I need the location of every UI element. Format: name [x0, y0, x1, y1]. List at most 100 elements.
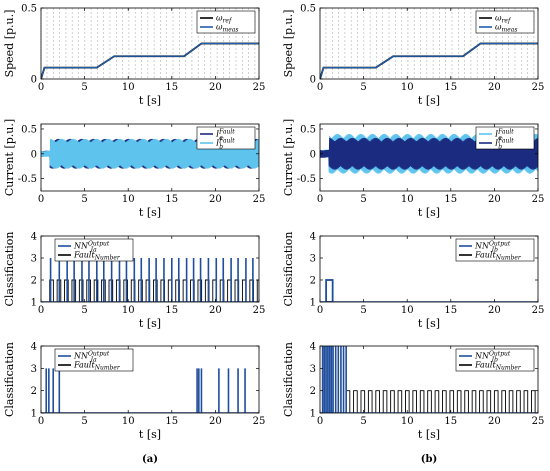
y-axis-label: Speed [p.u.] — [3, 10, 16, 78]
x-tick-label: 25 — [253, 82, 266, 93]
axes-frame — [319, 235, 539, 303]
x-tick-label: 20 — [209, 194, 222, 205]
legend-label-part: NN — [474, 242, 490, 251]
y-tick-label: 1 — [31, 298, 37, 309]
legend-label: ωref — [495, 14, 512, 25]
legend-label-part: Output — [88, 241, 110, 248]
x-axis-label: t [s] — [418, 428, 440, 441]
legend-label-part: Fault — [73, 251, 95, 260]
legend-label-part: Ib — [491, 247, 498, 254]
x-axis-label: t [s] — [418, 94, 440, 107]
y-tick-label: 3 — [310, 254, 316, 265]
legend-label-part: NN — [73, 352, 89, 361]
series-line — [41, 42, 259, 79]
legend-label-part: ω — [495, 23, 502, 32]
chart-b-class-1: 0 5 10 15 20 25 1 2 3 4 t [s] Classification NNOutpu… — [282, 231, 544, 330]
x-tick-label: 0 — [38, 82, 44, 93]
x-tick-label: 0 — [38, 305, 44, 316]
legend-label-part: a — [219, 135, 223, 142]
x-tick-label: 5 — [81, 194, 87, 205]
legend-label-part: a — [498, 135, 502, 142]
legend-label: FaultNumber — [73, 251, 121, 262]
legend-label: NNOutput Ib — [474, 241, 511, 254]
legend-label-part: Fault — [73, 361, 95, 370]
legend-label: ωref — [216, 14, 233, 25]
x-tick-label: 25 — [532, 416, 545, 427]
x-tick-label: 25 — [532, 194, 545, 205]
plot-content — [320, 279, 538, 302]
x-tick-label: 15 — [444, 416, 457, 427]
x-tick-label: 20 — [209, 305, 222, 316]
panel-label: (a) — [142, 454, 158, 465]
chart-a-class-1: 0 5 10 15 20 25 1 2 3 4 t [s] Classification NNOutpu… — [3, 231, 265, 330]
y-tick-label: 4 — [31, 232, 37, 243]
legend-label-part: Fault — [218, 138, 235, 145]
chart-a-current: 0 5 10 15 20 25-0.500.5t [s]Current [p.u.] IFa… — [3, 119, 265, 219]
x-tick-label: 15 — [165, 82, 178, 93]
y-tick-label: -0.5 — [18, 174, 37, 185]
nn-output-trace — [41, 368, 259, 413]
chart-b-class-2: 0 5 10 15 20 25 1 2 3 4 t [s] Classification NNOutpu… — [282, 342, 544, 442]
y-tick-label: 2 — [31, 276, 37, 287]
axes-frame — [319, 345, 539, 414]
x-tick-label: 25 — [532, 305, 545, 316]
x-tick-label: 10 — [401, 305, 414, 316]
legend-label-part: ω — [495, 14, 502, 23]
x-axis-label: t [s] — [418, 206, 440, 219]
x-axis-label: t [s] — [139, 206, 161, 219]
plot-content — [41, 258, 259, 302]
legend-label-part: Fault — [474, 361, 496, 370]
x-axis-label: t [s] — [418, 317, 440, 330]
y-tick-label: 1 — [310, 409, 316, 420]
y-tick-label: 2 — [310, 276, 316, 287]
legend-label-part: Number — [94, 255, 121, 262]
legend-label-part: Ib — [491, 357, 498, 364]
x-tick-label: 5 — [360, 305, 366, 316]
x-tick-label: 0 — [317, 305, 323, 316]
x-tick-label: 10 — [401, 82, 414, 93]
legend-label-part: Ia — [90, 357, 97, 364]
legend-label-part: Fault — [218, 129, 235, 136]
legend-label: ωmeas — [216, 23, 238, 34]
legend-label-part: b — [498, 144, 502, 151]
x-tick-label: 15 — [444, 194, 457, 205]
x-tick-label: 5 — [81, 82, 87, 93]
x-tick-label: 10 — [401, 194, 414, 205]
x-tick-label: 10 — [401, 416, 414, 427]
x-tick-label: 5 — [81, 416, 87, 427]
legend-label-part: I — [215, 139, 220, 148]
y-axis-label: Speed [p.u.] — [282, 10, 295, 78]
legend-label-part: ref — [223, 18, 233, 25]
y-tick-label: 0 — [31, 75, 37, 86]
y-axis-label: Classification — [3, 231, 16, 306]
y-tick-label: 4 — [31, 342, 37, 353]
x-tick-label: 5 — [360, 194, 366, 205]
y-axis-label: Classification — [282, 231, 295, 306]
x-tick-label: 5 — [360, 416, 366, 427]
legend-label: FaultNumber — [474, 251, 522, 262]
axes-frame — [40, 345, 260, 414]
legend-label: IFault b — [215, 138, 235, 151]
legend-label-part: Number — [495, 365, 522, 372]
y-tick-label: 0.5 — [300, 124, 316, 135]
legend-label-part: meas — [223, 27, 239, 34]
legend-label-part: NN — [73, 242, 89, 251]
x-axis-label: t [s] — [139, 317, 161, 330]
nn-output-trace — [41, 258, 259, 302]
y-tick-label: -0.5 — [297, 174, 316, 185]
y-tick-label: 0 — [310, 75, 316, 86]
x-tick-label: 10 — [122, 194, 135, 205]
legend-label-part: Number — [94, 365, 121, 372]
x-tick-label: 0 — [317, 82, 323, 93]
y-tick-label: 4 — [310, 342, 316, 353]
x-tick-label: 15 — [165, 305, 178, 316]
legend-label-part: Output — [88, 351, 110, 358]
x-tick-label: 25 — [253, 416, 266, 427]
